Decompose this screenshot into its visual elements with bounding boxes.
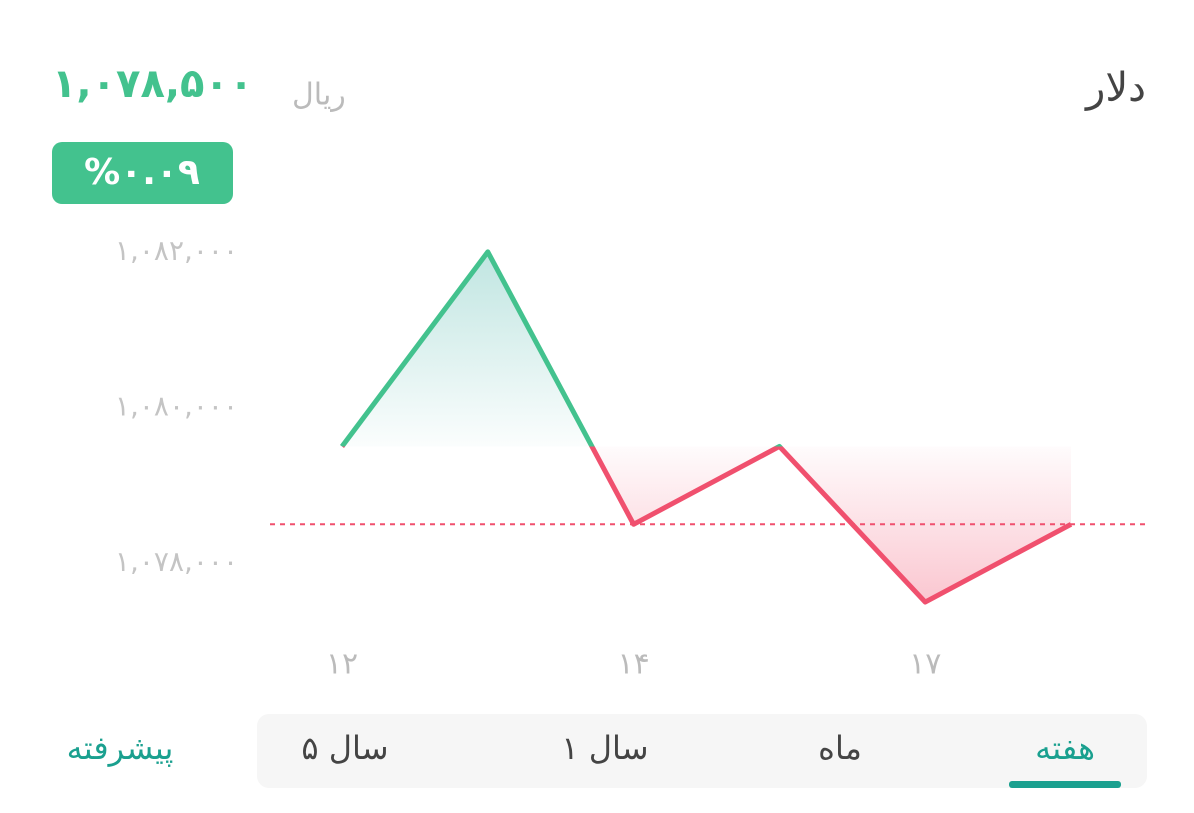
tab[interactable]: ۱ سال <box>561 729 648 767</box>
title: دلار <box>1084 65 1146 111</box>
tab-underline <box>1009 781 1121 788</box>
tab[interactable]: ماه <box>818 729 862 767</box>
change-badge <box>52 142 233 204</box>
y-tick-label: ۱,۰۸۲,۰۰۰ <box>115 234 238 267</box>
price-line <box>339 249 1073 605</box>
area <box>342 251 1071 603</box>
x-tick-label: ۱۷ <box>909 647 941 682</box>
tab-bar <box>257 714 1147 788</box>
y-tick-label: ۱,۰۷۸,۰۰۰ <box>115 545 238 578</box>
x-tick-label: ۱۲ <box>326 647 358 682</box>
unit: ریال <box>292 78 346 113</box>
chart: ۱,۰۷۸,۰۰۰ ۱,۰۸۰,۰۰۰ ۱,۰۸۲,۰۰۰ ۱۲ ۱۴ ۱۷ <box>115 234 1150 682</box>
price: ۱,۰۷۸,۵۰۰ <box>52 61 253 107</box>
tab[interactable]: ۵ سال <box>301 729 388 767</box>
y-tick-label: ۱,۰۸۰,۰۰۰ <box>115 390 238 423</box>
tab[interactable]: هفته <box>1035 729 1095 767</box>
advanced-button[interactable]: پیشرفته <box>67 729 174 767</box>
x-tick-label: ۱۴ <box>617 647 649 682</box>
change: %۰.۰۹ <box>84 152 200 193</box>
tabs: هفته ماه ۱ سال ۵ سال <box>301 729 1121 788</box>
